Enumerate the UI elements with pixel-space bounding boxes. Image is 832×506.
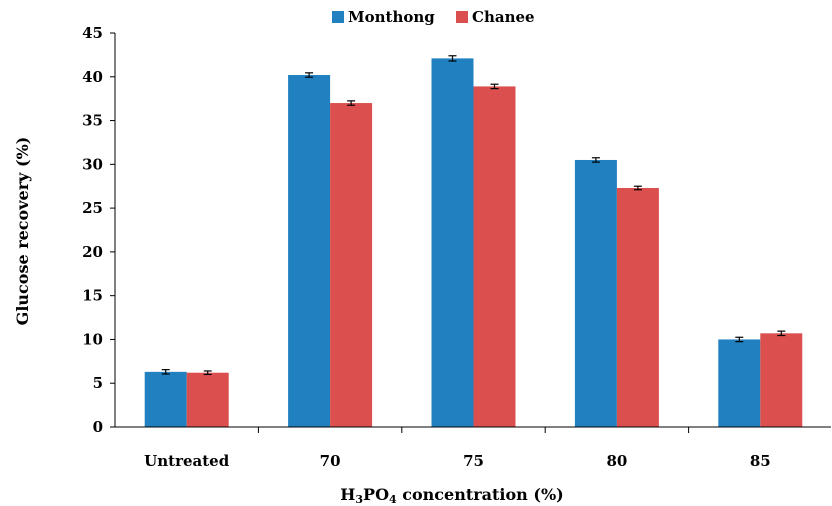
error-bars	[161, 55, 786, 376]
y-tick-label: 5	[93, 374, 103, 392]
bar-monthong-untreated	[144, 371, 187, 427]
error-bar	[203, 370, 212, 376]
bar-chanee-80	[616, 187, 659, 427]
legend: Monthong Chanee	[332, 8, 535, 26]
x-axis-title-po: PO	[363, 485, 389, 504]
y-tick-label: 20	[82, 243, 103, 261]
y-tick-label: 40	[82, 68, 103, 86]
error-bar	[161, 369, 170, 375]
y-tick-label: 0	[93, 418, 103, 436]
x-axis-title-sub-3: 3	[355, 493, 363, 506]
legend-swatch	[456, 11, 468, 23]
error-bar	[633, 185, 642, 191]
bar-chanee-untreated	[186, 372, 229, 427]
y-axis-title: Glucose recovery (%)	[13, 137, 32, 326]
error-bar	[777, 330, 786, 337]
error-bar	[735, 336, 744, 343]
y-tick-label: 35	[82, 112, 103, 130]
bar-monthong-85	[718, 339, 761, 427]
y-tick-label: 10	[82, 330, 103, 348]
legend-label: Chanee	[472, 8, 535, 26]
y-tick-label: 25	[82, 199, 103, 217]
x-axis-title-sub-4: 4	[389, 493, 397, 506]
x-axis-title-h: H	[340, 485, 355, 504]
y-tick-labels: 0 5 10 15 20 25 30 35 40 45	[82, 24, 103, 436]
bar-chanee-85	[760, 333, 803, 427]
bar-monthong-80	[574, 159, 617, 427]
legend-item-monthong: Monthong	[332, 8, 435, 26]
x-tick-label: 85	[750, 452, 771, 470]
y-tick-label: 45	[82, 24, 103, 42]
error-bar	[347, 100, 356, 106]
x-tick-labels: Untreated 70 75 80 85	[144, 452, 771, 470]
x-tick-label: 70	[320, 452, 341, 470]
legend-label: Monthong	[348, 8, 435, 26]
x-tick-label: Untreated	[144, 452, 230, 470]
x-tick-label: 80	[606, 452, 627, 470]
bar-chanee-70	[330, 103, 373, 428]
x-axis-title: H3PO4 concentration (%)	[340, 485, 563, 506]
error-bar	[591, 157, 600, 163]
bar-monthong-75	[431, 58, 474, 427]
axes	[110, 32, 831, 433]
legend-item-chanee: Chanee	[456, 8, 535, 26]
error-bar	[305, 72, 314, 78]
error-bar	[490, 83, 499, 90]
x-axis-title-rest: concentration (%)	[397, 485, 564, 504]
x-tick-label: 75	[463, 452, 484, 470]
bars	[144, 58, 803, 428]
bar-chanee-75	[473, 86, 516, 428]
bar-monthong-70	[288, 75, 331, 427]
error-bar	[448, 55, 457, 62]
y-tick-label: 15	[82, 287, 103, 305]
legend-swatch	[332, 11, 344, 23]
y-tick-label: 30	[82, 155, 103, 173]
